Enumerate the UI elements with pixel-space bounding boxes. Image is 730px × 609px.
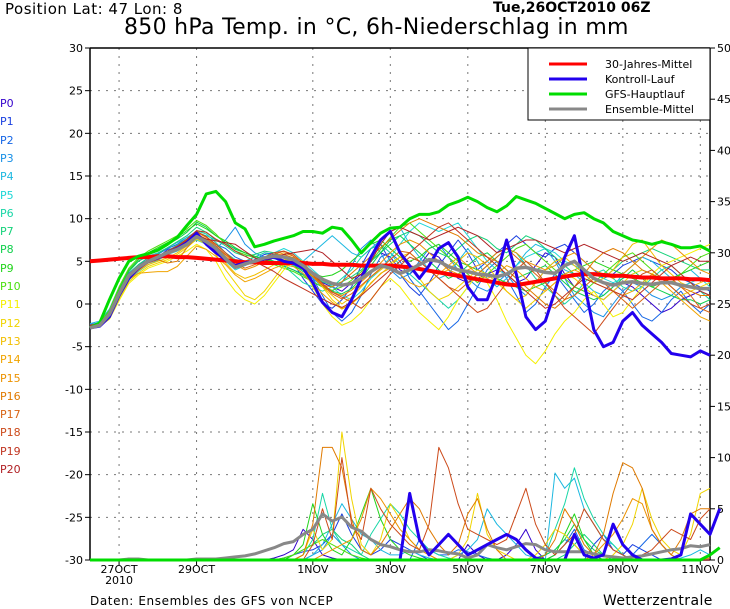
precip-line-p12 [90, 431, 711, 561]
precip-line-p18 [90, 446, 711, 561]
tick-label-left: -25 [65, 511, 83, 524]
legend-label: Kontroll-Lauf [605, 73, 676, 86]
tick-label-right: 25 [717, 298, 730, 311]
legend-label: Ensemble-Mittel [605, 103, 694, 116]
tick-label-x: 3NOV [375, 563, 407, 576]
grid [90, 48, 710, 560]
chart-title: 850 hPa Temp. in °C, 6h-Niederschlag in … [124, 15, 629, 40]
member-label-p5: P5 [0, 188, 14, 202]
legend-label: GFS-Hauptlauf [605, 88, 686, 101]
tick-label-right: 45 [717, 93, 730, 106]
member-label-p3: P3 [0, 151, 14, 165]
member-label-p18: P18 [0, 426, 21, 440]
member-label-p20: P20 [0, 463, 21, 476]
tick-label-x: 5NOV [452, 563, 484, 576]
temp-line-control [89, 230, 711, 359]
temp-line-gfs [89, 189, 711, 330]
member-label-p15: P15 [0, 371, 21, 385]
member-label-p19: P19 [0, 444, 21, 458]
tick-label-left: 30 [69, 42, 83, 55]
member-label-p17: P17 [0, 408, 21, 422]
tick-label-x-year: 2010 [105, 574, 133, 587]
data-source: Daten: Ensembles des GFS von NCEP [90, 594, 334, 608]
tick-label-left: 5 [76, 255, 83, 268]
tick-label-right: 50 [717, 42, 730, 55]
member-label-p10: P10 [0, 280, 21, 293]
tick-label-right: 20 [717, 349, 730, 362]
tick-label-x: 27OCT [101, 563, 138, 576]
position-label: Position Lat: 47 Lon: 8 [5, 0, 183, 18]
run-date: Tue,26OCT2010 06Z [493, 0, 651, 16]
tick-label-right: 10 [717, 452, 730, 465]
member-label-p2: P2 [0, 133, 14, 147]
tick-label-x: 9NOV [607, 563, 639, 576]
axes: 302520151050-5-10-15-20-25-3050454035302… [65, 42, 730, 587]
tick-label-left: 25 [69, 85, 83, 98]
precip-line-p16 [90, 446, 710, 561]
tick-label-left: -30 [65, 554, 83, 567]
member-label-p13: P13 [0, 334, 21, 348]
tick-label-left: -20 [65, 469, 83, 482]
temp-line-ensemble-mean [89, 234, 710, 330]
tick-label-right: 15 [717, 400, 730, 413]
tick-label-left: -10 [65, 383, 83, 396]
series [89, 189, 722, 562]
member-label-p7: P7 [0, 225, 14, 239]
tick-label-x: 7NOV [530, 563, 562, 576]
member-label-p16: P16 [0, 389, 21, 403]
tick-label-right: 35 [717, 196, 730, 209]
tick-label-right: 0 [717, 554, 724, 567]
member-label-p1: P1 [0, 115, 14, 129]
member-label-p4: P4 [0, 170, 14, 184]
temp-line-p19 [89, 222, 711, 326]
temp-line-p11 [89, 243, 711, 365]
chart-legend: 30-Jahres-Mittel Kontroll-Lauf GFS-Hauptla… [527, 47, 711, 121]
tick-label-right: 30 [717, 247, 730, 260]
tick-label-left: 0 [76, 298, 83, 311]
tick-label-right: 40 [717, 144, 730, 157]
member-label-p9: P9 [0, 261, 14, 275]
member-label-p8: P8 [0, 243, 14, 257]
tick-label-left: -15 [65, 426, 83, 439]
tick-label-left: 15 [69, 170, 83, 183]
member-label-p6: P6 [0, 206, 14, 220]
tick-label-x: 11NOV [681, 563, 720, 576]
temp-line-climatology [89, 254, 711, 288]
member-label-p11: P11 [0, 298, 21, 312]
tick-label-left: 10 [69, 213, 83, 226]
precip-line-gfs [90, 546, 721, 562]
member-label-p12: P12 [0, 316, 21, 330]
brand-label: Wetterzentrale [603, 593, 713, 609]
legend-label: 30-Jahres-Mittel [605, 58, 692, 71]
tick-label-left: 20 [69, 127, 83, 140]
member-label-p0: P0 [0, 97, 14, 110]
tick-label-x: 29OCT [178, 563, 215, 576]
tick-label-x: 1NOV [297, 563, 329, 576]
precip-line-p4 [90, 472, 711, 561]
member-label-p14: P14 [0, 353, 21, 367]
tick-label-left: -5 [72, 341, 83, 354]
